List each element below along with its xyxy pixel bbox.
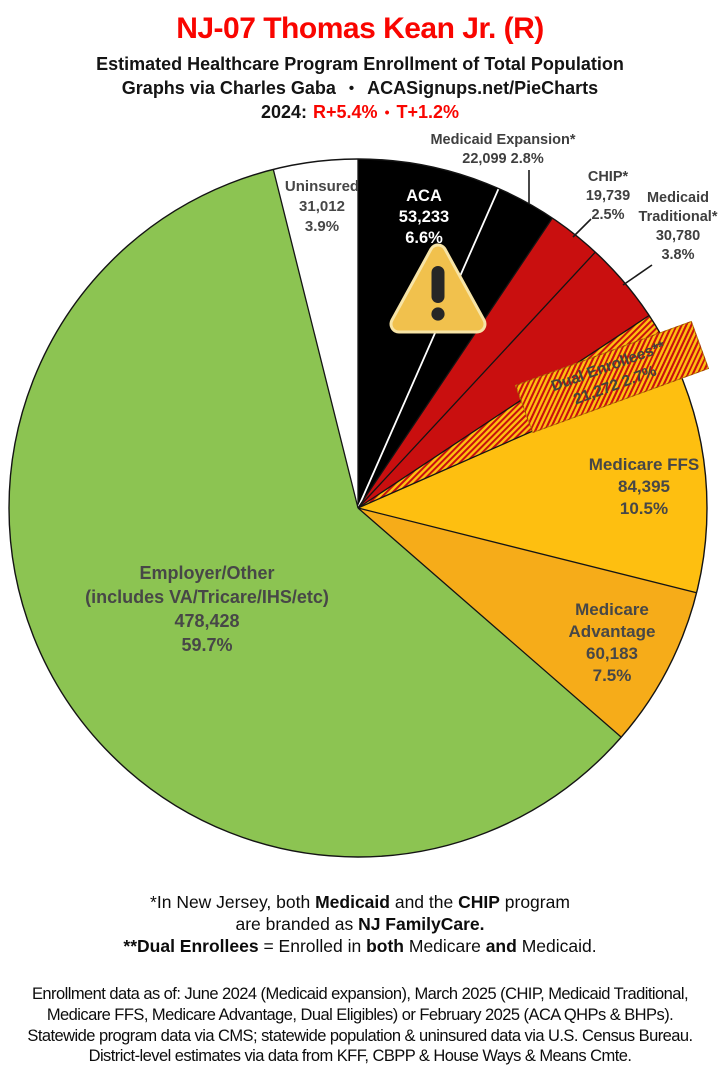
footnote-bold: NJ FamilyCare. bbox=[358, 914, 485, 934]
slice-value: 19,739 bbox=[585, 188, 631, 204]
slice-divider bbox=[357, 188, 500, 509]
label-medicaid-traditional: Medicaid Traditional* 30,780 3.8% bbox=[626, 189, 720, 265]
footnote-text: Medicare bbox=[404, 936, 486, 956]
page-title: NJ-07 Thomas Kean Jr. (R) bbox=[176, 12, 544, 45]
slice-name: Employer/Other bbox=[139, 563, 275, 583]
footnote-bold: CHIP bbox=[458, 892, 500, 912]
slice-value: 84,395 bbox=[617, 477, 670, 496]
footnote-line-3: **Dual Enrollees = Enrolled in both Medi… bbox=[0, 935, 720, 957]
footnote-bold: and bbox=[485, 936, 517, 956]
slice-pct: 6.6% bbox=[405, 229, 443, 247]
partisan-lean-line: 2024: R+5.4% • T+1.2% bbox=[0, 102, 720, 123]
source-line-3: Statewide program data via CMS; statewid… bbox=[27, 1026, 693, 1045]
bullet-separator: • bbox=[384, 104, 390, 120]
slice-pct: 59.7% bbox=[181, 635, 233, 655]
slice-name: Medicare Advantage bbox=[568, 600, 656, 641]
footnote-line-2: are branded as NJ FamilyCare. bbox=[0, 913, 720, 935]
partisan-t-lean: T+1.2% bbox=[396, 102, 460, 122]
label-medicare-advantage: Medicare Advantage 60,183 7.5% bbox=[550, 599, 674, 687]
footnote-text: *In New Jersey, both bbox=[150, 892, 316, 912]
partisan-year: 2024: bbox=[260, 102, 308, 122]
pie-outline bbox=[8, 158, 708, 858]
slice-value: 60,183 bbox=[586, 644, 638, 663]
slice-divider bbox=[357, 314, 650, 509]
slice-name: Uninsured bbox=[284, 178, 360, 195]
source-block: Enrollment data as of: June 2024 (Medica… bbox=[0, 984, 720, 1067]
footnote-bold: both bbox=[366, 936, 404, 956]
warning-triangle-icon bbox=[389, 243, 487, 334]
label-uninsured: Uninsured 31,012 3.9% bbox=[285, 177, 359, 237]
slice-value: 31,012 bbox=[299, 198, 345, 215]
slice-subname: (includes VA/Tricare/IHS/etc) bbox=[85, 587, 329, 607]
slice-name: CHIP* bbox=[587, 169, 629, 185]
pie-slice-chip bbox=[358, 218, 596, 508]
slice-pct: 7.5% bbox=[592, 666, 632, 685]
label-chip: CHIP* 19,739 2.5% bbox=[586, 168, 630, 225]
footnote-bold: **Dual Enrollees bbox=[123, 936, 259, 956]
slice-value-pct: 22,099 2.8% bbox=[430, 150, 575, 169]
label-aca: ACA 53,233 6.6% bbox=[399, 186, 449, 249]
source-line-2: Medicare FFS, Medicare Advantage, Dual E… bbox=[46, 1005, 674, 1024]
footnote-text: program bbox=[499, 892, 570, 912]
pie-slice-medicare-advantage bbox=[358, 508, 697, 738]
footnote-bold: Medicaid bbox=[315, 892, 390, 912]
footnote-block: *In New Jersey, both Medicaid and the CH… bbox=[0, 891, 720, 957]
slice-pct: 3.9% bbox=[304, 218, 340, 235]
slice-pct: 2.5% bbox=[591, 207, 625, 223]
source-line-4: District-level estimates via data from K… bbox=[88, 1047, 632, 1066]
leader-lines bbox=[528, 170, 653, 286]
slice-value: 478,428 bbox=[174, 611, 240, 631]
byline-author: Graphs via Charles Gaba bbox=[121, 78, 336, 98]
slice-name: Medicaid Traditional* bbox=[638, 190, 718, 225]
source-line-1: Enrollment data as of: June 2024 (Medica… bbox=[31, 985, 689, 1003]
byline: Graphs via Charles Gaba • ACASignups.net/P… bbox=[0, 78, 720, 99]
slice-value: 30,780 bbox=[655, 228, 701, 244]
label-medicaid-expansion: Medicaid Expansion* 22,099 2.8% bbox=[430, 131, 575, 169]
leader-line-chip bbox=[572, 218, 592, 238]
pie-slice-medicaid-traditional bbox=[358, 252, 650, 508]
slice-pct: 3.8% bbox=[661, 247, 695, 263]
pie-slice-employer-other bbox=[8, 169, 622, 857]
slice-value: 53,233 bbox=[398, 208, 450, 226]
slice-value: 22,099 bbox=[462, 151, 507, 167]
slice-divider bbox=[272, 169, 359, 509]
footnote-text: = Enrolled in bbox=[258, 936, 367, 956]
label-medicare-ffs: Medicare FFS 84,395 10.5% bbox=[589, 454, 700, 520]
slice-pct: 2.8% bbox=[510, 151, 544, 167]
slice-divider bbox=[357, 217, 553, 509]
slice-name: ACA bbox=[406, 187, 442, 205]
bullet-separator: • bbox=[348, 80, 355, 97]
footnote-line-1: *In New Jersey, both Medicaid and the CH… bbox=[0, 891, 720, 913]
leader-line-medicaid-traditional bbox=[622, 264, 653, 286]
pie-slice-medicare-ffs bbox=[358, 367, 708, 593]
label-employer-other: Employer/Other (includes VA/Tricare/IHS/… bbox=[85, 561, 329, 657]
byline-site: ACASignups.net/PieCharts bbox=[367, 78, 599, 98]
slice-divider bbox=[357, 507, 697, 594]
footnote-text: are branded as bbox=[235, 914, 359, 934]
slice-divider bbox=[357, 507, 622, 738]
slice-pct: 10.5% bbox=[619, 499, 669, 518]
page-subtitle: Estimated Healthcare Program Enrollment … bbox=[96, 54, 624, 74]
partisan-r-lean: R+5.4% bbox=[313, 102, 378, 122]
slice-divider bbox=[357, 251, 596, 509]
slice-name: Medicaid Expansion* bbox=[430, 132, 576, 148]
slice-name: Medicare FFS bbox=[588, 455, 700, 474]
pie-slice-medicaid-expansion bbox=[358, 188, 553, 508]
footnote-text: and the bbox=[389, 892, 459, 912]
footnote-text: Medicaid. bbox=[516, 936, 597, 956]
